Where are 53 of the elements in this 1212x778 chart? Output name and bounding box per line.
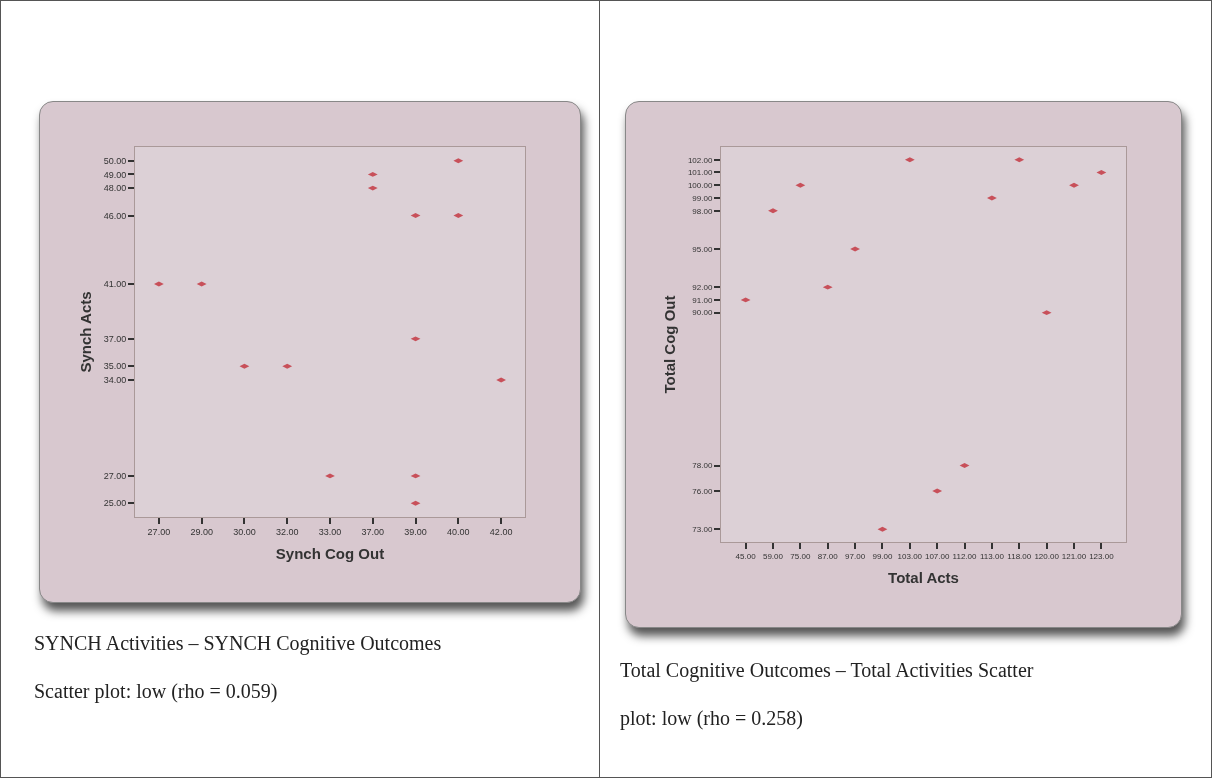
x-tick-label: 45.00	[735, 551, 757, 561]
x-tick-label: 87.00	[817, 551, 839, 561]
x-tick-label: 112.00	[952, 551, 978, 561]
x-tick-label: 37.00	[361, 526, 385, 537]
y-tick-label: 100.00	[687, 181, 713, 191]
y-tick-label: 34.00	[103, 375, 127, 386]
x-tick-label: 29.00	[190, 526, 213, 537]
y-axis-title: Total Cog Out	[661, 295, 679, 394]
y-tick-label: 78.00	[692, 461, 713, 471]
x-tick-label: 113.00	[979, 551, 1005, 561]
y-tick-label: 48.00	[103, 183, 127, 194]
y-tick-label: 73.00	[692, 525, 713, 535]
x-tick-label: 39.00	[404, 526, 427, 537]
y-tick-label: 25.00	[103, 498, 127, 509]
x-axis-title: Synch Cog Out	[275, 544, 385, 562]
y-tick-label: 98.00	[692, 206, 713, 216]
y-tick-label: 49.00	[103, 169, 127, 180]
y-tick-label: 102.00	[687, 155, 713, 165]
x-tick-label: 30.00	[233, 526, 256, 537]
x-tick-label: 123.00	[1089, 551, 1115, 561]
x-tick-label: 27.00	[147, 526, 171, 537]
text: Scatter plot: low (rho = 0.059)	[34, 679, 278, 705]
x-tick-label: 99.00	[872, 551, 893, 561]
y-tick-label: 91.00	[692, 295, 713, 305]
x-tick-label: 75.00	[790, 551, 811, 561]
y-tick-label: 76.00	[692, 486, 713, 496]
y-tick-label: 27.00	[103, 471, 127, 482]
x-tick-label: 97.00	[845, 551, 866, 561]
y-tick-label: 90.00	[692, 308, 713, 318]
x-tick-label: 103.00	[897, 551, 923, 561]
x-tick-label: 33.00	[318, 526, 342, 537]
y-tick-label: 46.00	[103, 210, 127, 221]
y-tick-label: 41.00	[103, 279, 127, 290]
y-tick-label: 101.00	[687, 168, 713, 178]
y-tick-label: 95.00	[692, 244, 713, 254]
y-tick-label: 92.00	[692, 282, 713, 292]
y-axis-title: Synch Acts	[76, 291, 94, 373]
y-tick-label: 37.00	[103, 334, 127, 344]
x-tick-label: 118.00	[1007, 551, 1032, 561]
x-tick-label: 40.00	[447, 526, 470, 537]
x-tick-label: 107.00	[924, 551, 950, 561]
text: SYNCH Activities – SYNCH Cognitive Outcomes	[34, 631, 442, 657]
y-tick-label: 50.00	[103, 155, 127, 166]
x-tick-label: 59.00	[762, 551, 784, 561]
text: plot: low (rho = 0.258)	[620, 706, 803, 732]
y-tick-label: 35.00	[103, 361, 127, 372]
x-axis-title: Total Acts	[888, 568, 959, 586]
x-tick-label: 120.00	[1034, 551, 1060, 561]
y-tick-label: 99.00	[692, 193, 713, 203]
text: Total Cognitive Outcomes – Total Activities Scatter	[620, 658, 1034, 684]
x-tick-label: 42.00	[489, 526, 513, 537]
x-tick-label: 121.00	[1061, 551, 1087, 561]
x-tick-label: 32.00	[275, 526, 299, 537]
